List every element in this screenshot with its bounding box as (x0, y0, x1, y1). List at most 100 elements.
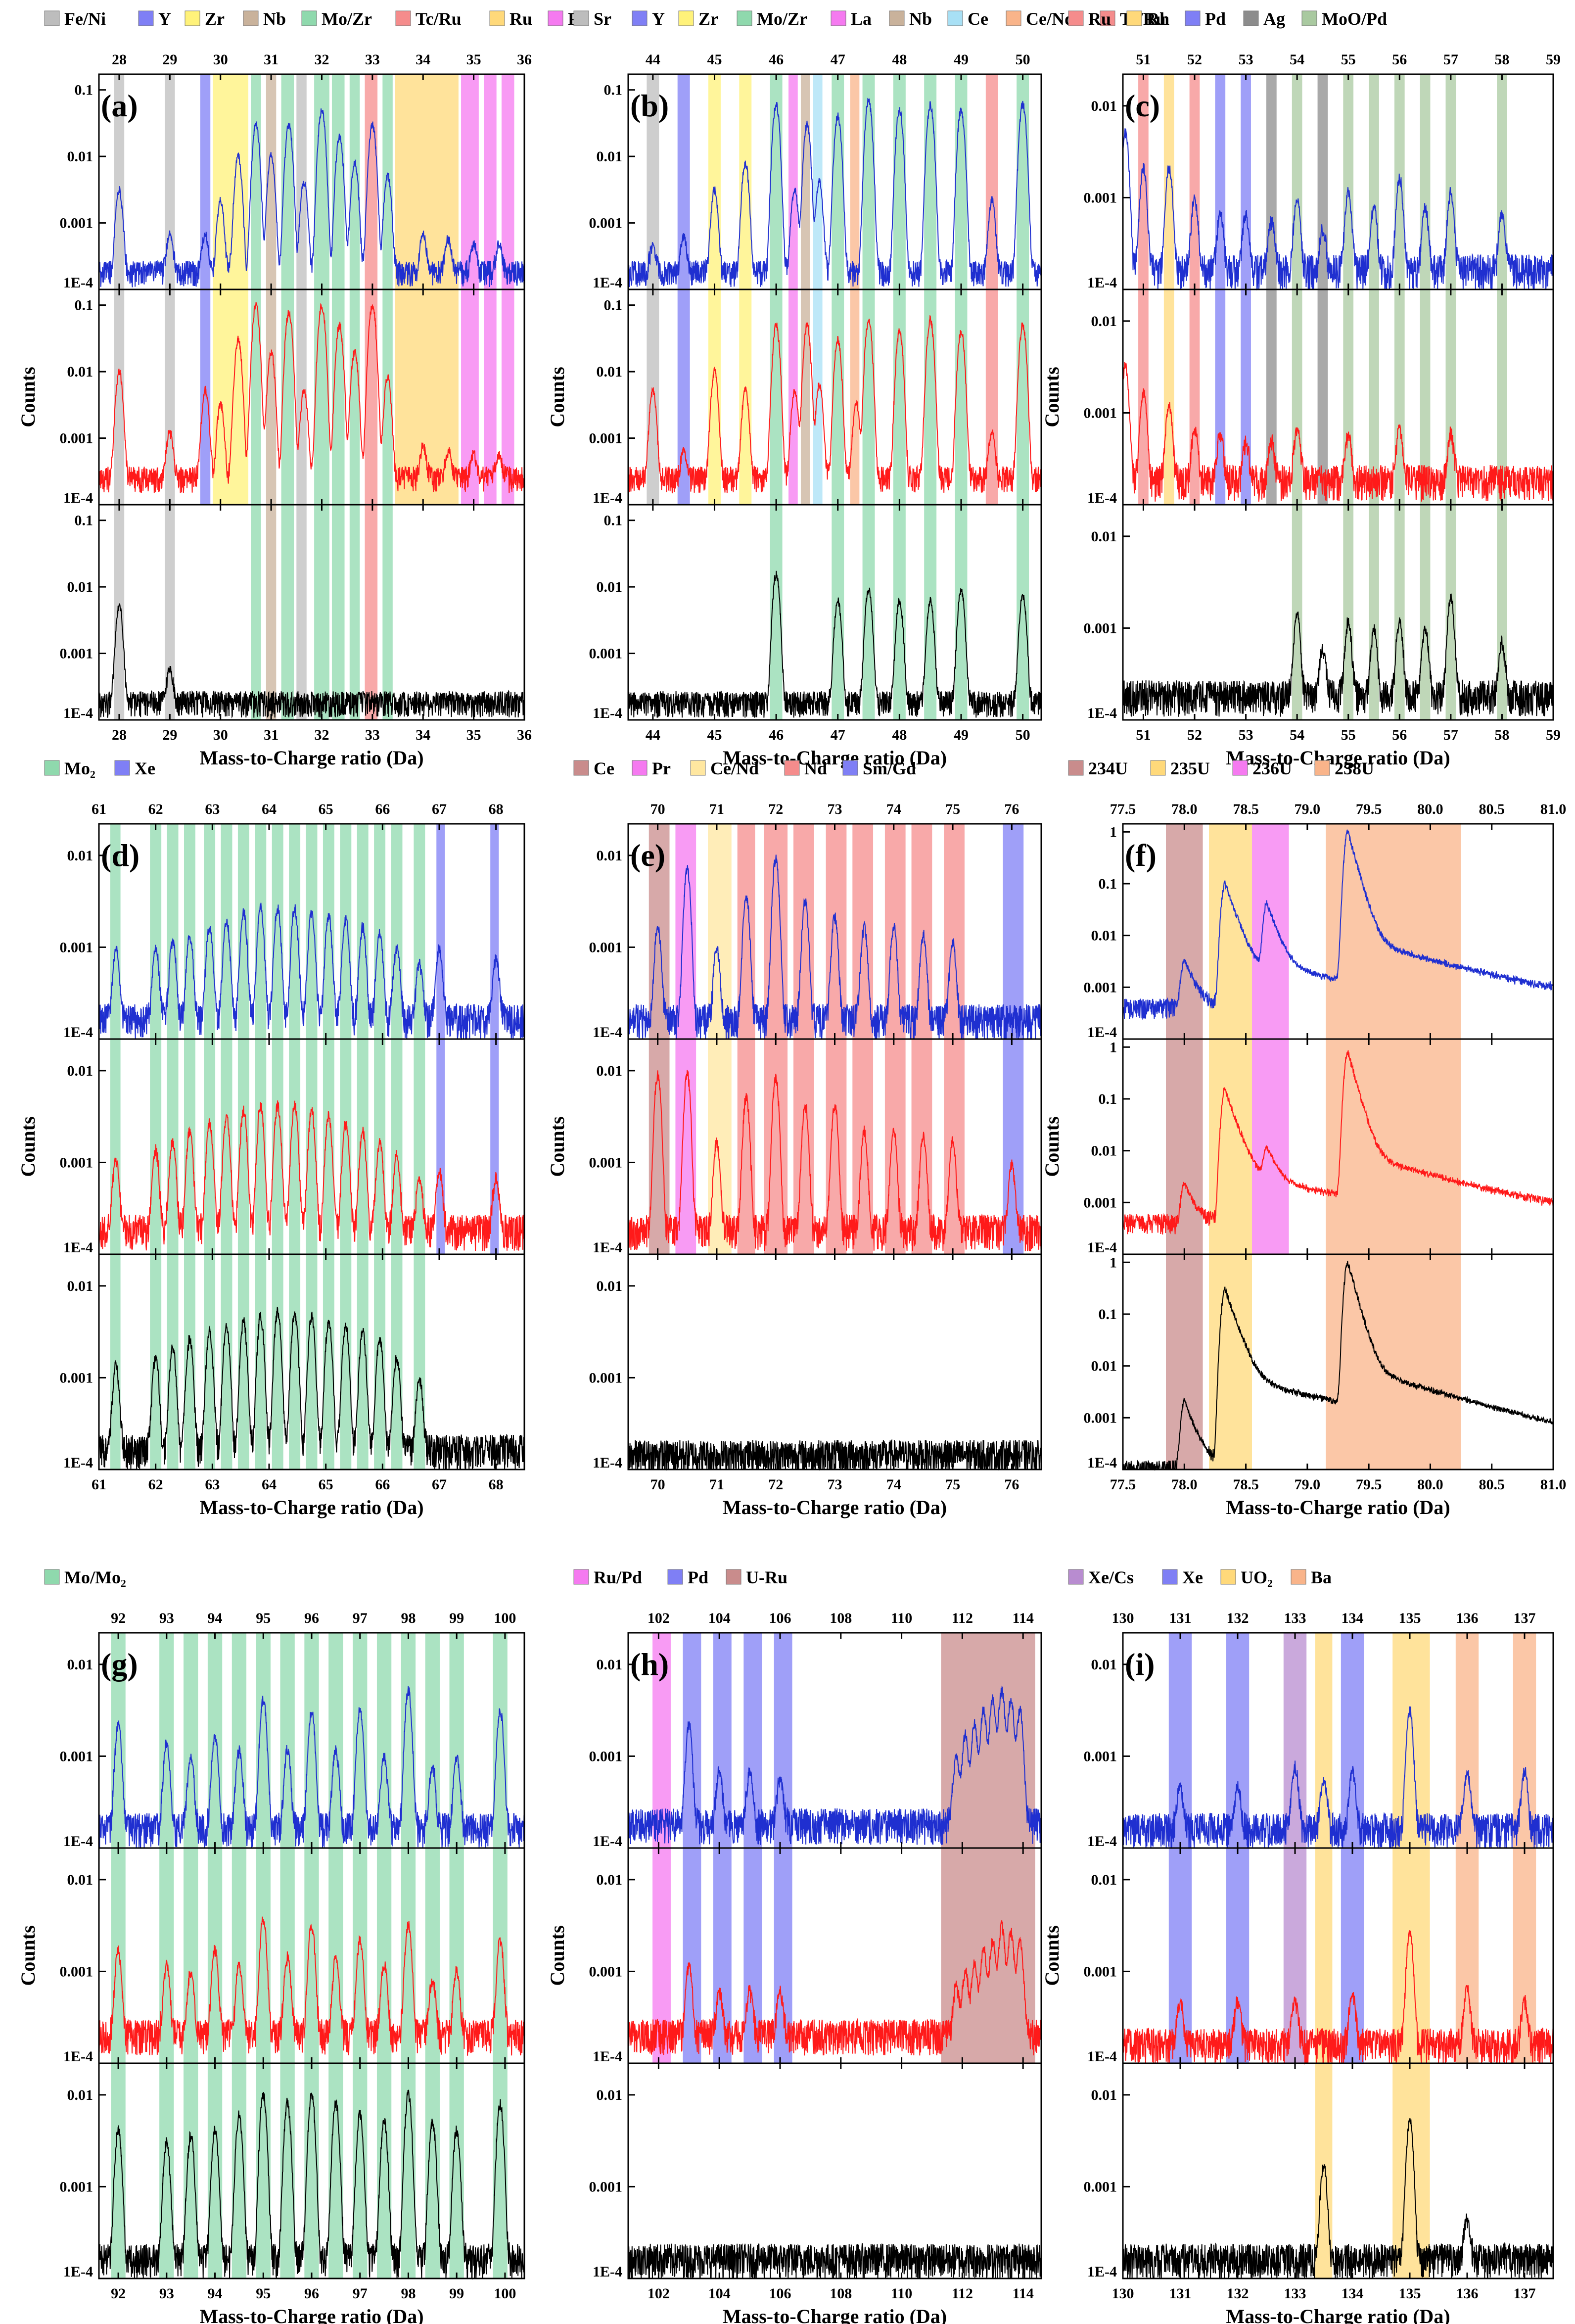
legend: Ce Pr Ce/Nd Nd Sm/Gd (573, 759, 916, 778)
species-band (213, 289, 249, 505)
species-band (281, 74, 294, 289)
x-tick-label-top: 102 (648, 1610, 670, 1626)
legend-swatch (1068, 760, 1084, 776)
species-band (328, 1633, 343, 1848)
species-band (449, 2063, 464, 2278)
x-tick-label-top: 71 (709, 801, 724, 817)
y-tick-label: 0.001 (60, 1748, 93, 1764)
x-tick-label-bottom: 73 (828, 1476, 842, 1493)
y-tick-label: 0.01 (597, 1278, 623, 1294)
y-tick-label: 0.001 (1084, 405, 1117, 421)
legend-swatch (1291, 1569, 1306, 1585)
species-band (436, 824, 445, 1039)
species-band (221, 1254, 232, 1470)
species-band (414, 1039, 425, 1254)
species-band (737, 1039, 755, 1254)
species-band (800, 289, 810, 505)
y-tick-label: 0.001 (60, 2179, 93, 2195)
legend-label: Rh (1147, 9, 1169, 29)
species-band (1420, 505, 1431, 720)
x-tick-label-bottom: 80.0 (1417, 1476, 1443, 1493)
x-tick-label-bottom: 50 (1016, 727, 1030, 743)
y-tick-label: 0.1 (1099, 876, 1117, 892)
x-tick-label-bottom: 131 (1169, 2285, 1192, 2302)
x-tick-label-bottom: 55 (1341, 727, 1356, 743)
species-band (237, 824, 249, 1039)
y-tick-label: 0.001 (1084, 620, 1117, 636)
subplot-row-2: 1 0.1 0.01 0.001 1E-4 (1084, 1038, 1554, 1256)
species-band (647, 289, 659, 505)
legend-label: Pd (1205, 9, 1226, 29)
species-band (924, 289, 937, 505)
x-tick-label-top: 134 (1342, 1610, 1364, 1626)
x-tick-label-bottom: 33 (365, 727, 380, 743)
y-tick-label: 1E-4 (63, 275, 93, 291)
species-band (770, 289, 783, 505)
y-tick-label: 1 (1110, 824, 1117, 840)
panel-label: (b) (630, 88, 669, 123)
y-tick-label: 0.1 (75, 82, 93, 98)
y-tick-label: 0.1 (604, 82, 623, 98)
species-band (165, 74, 175, 289)
x-tick-label-bottom: 46 (769, 727, 784, 743)
species-band (1003, 824, 1024, 1039)
species-band (1343, 74, 1354, 289)
legend-label: Zr (698, 9, 718, 29)
species-band (314, 289, 329, 505)
x-tick-label-bottom: 59 (1546, 727, 1561, 743)
y-tick-label: 0.1 (604, 297, 623, 314)
x-tick-label-bottom: 44 (646, 727, 660, 743)
legend-label: Ag (1263, 9, 1285, 29)
x-tick-label-bottom: 80.5 (1479, 1476, 1505, 1493)
species-band (1420, 74, 1431, 289)
x-tick-label-top: 35 (466, 51, 481, 68)
x-tick-label-top: 48 (892, 51, 907, 68)
legend-swatch (632, 760, 648, 776)
species-band (266, 74, 277, 289)
x-tick-label-top: 57 (1443, 51, 1458, 68)
x-tick-label-top: 63 (205, 801, 220, 817)
legend-swatch (138, 10, 154, 26)
y-tick-label: 0.001 (60, 1963, 93, 1980)
x-tick-label-bottom: 133 (1284, 2285, 1306, 2302)
species-band (200, 289, 211, 505)
y-tick-label: 0.001 (589, 939, 623, 955)
x-axis-title: Mass-to-Charge ratio (Da) (199, 1496, 423, 1518)
x-tick-label-bottom: 51 (1136, 727, 1151, 743)
x-tick-label-top: 108 (830, 1610, 852, 1626)
subplot-row-3: 0.01 0.001 1E-4 (60, 2062, 525, 2280)
species-band (800, 74, 810, 289)
x-tick-label-bottom: 57 (1443, 727, 1458, 743)
x-axis-title: Mass-to-Charge ratio (Da) (723, 1496, 947, 1518)
species-band (826, 824, 847, 1039)
x-tick-label-top: 31 (264, 51, 278, 68)
species-band (374, 1254, 386, 1470)
x-tick-label-top: 114 (1012, 1610, 1033, 1626)
x-tick-label-top: 79.0 (1295, 801, 1321, 817)
subplot-row-1: 0.01 0.001 1E-4 (1084, 73, 1554, 291)
species-band (1497, 74, 1507, 289)
species-band (340, 1039, 352, 1254)
x-tick-label-bottom: 93 (159, 2285, 174, 2302)
y-tick-label: 0.001 (60, 430, 93, 447)
legend-swatch (690, 760, 706, 776)
panel-label: (e) (630, 838, 665, 873)
species-band (1513, 1848, 1536, 2063)
species-band (1445, 505, 1456, 720)
species-band (1266, 74, 1277, 289)
x-tick-label-top: 100 (494, 1610, 516, 1626)
species-band (813, 74, 823, 289)
y-tick-label: 0.1 (1099, 1306, 1117, 1323)
subplot-row-2: 0.01 0.001 1E-4 (589, 1847, 1042, 2065)
legend-label: Sr (594, 9, 611, 29)
series-black-line (628, 570, 1042, 718)
x-tick-label-bottom: 45 (707, 727, 722, 743)
species-band (237, 1039, 249, 1254)
legend-swatch (1301, 10, 1317, 26)
x-tick-label-bottom: 30 (213, 727, 228, 743)
y-tick-label: 0.001 (589, 1748, 623, 1764)
species-band (255, 1039, 267, 1254)
series-black-line (98, 603, 525, 719)
x-axis-title: Mass-to-Charge ratio (Da) (199, 747, 423, 769)
